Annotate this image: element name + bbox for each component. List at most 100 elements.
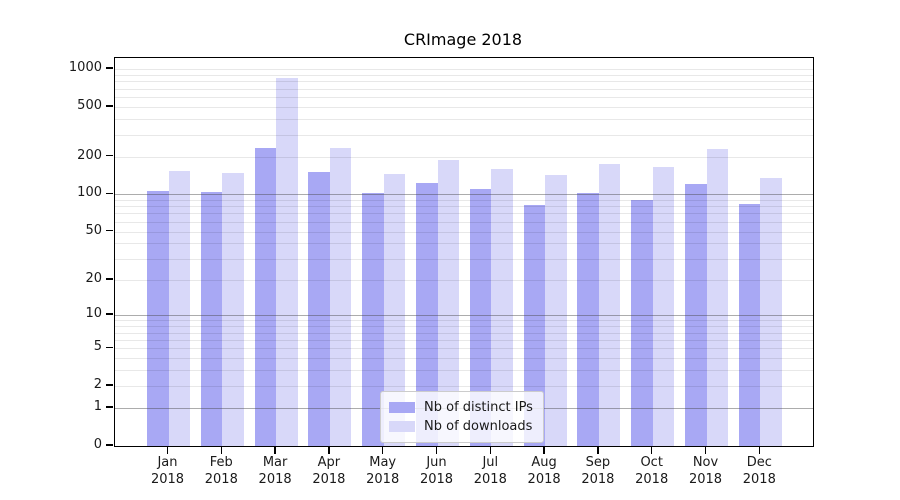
x-tick-month: Dec (746, 455, 772, 470)
x-tick-year: 2018 (581, 472, 615, 487)
x-tick-year: 2018 (258, 472, 292, 487)
y-tick-label: 200 (77, 147, 102, 163)
gridline (115, 332, 813, 334)
x-tick-year: 2018 (150, 472, 185, 487)
bar-ips-dec (738, 203, 761, 446)
bar-ips-mar (254, 147, 277, 446)
y-tick-label: 1000 (68, 60, 102, 76)
y-tick (106, 154, 113, 157)
bar-ips-jun (416, 183, 438, 446)
y-tick-label: 10 (85, 306, 102, 322)
bars-layer (115, 58, 813, 446)
gridline (115, 134, 813, 136)
legend-swatch-distinct-ips (389, 402, 415, 413)
x-tick (543, 446, 545, 454)
x-tick-month: Jun (426, 455, 447, 470)
y-tick (106, 313, 113, 315)
y-tick-label: 500 (77, 97, 102, 113)
gridline (115, 96, 813, 98)
x-tick (704, 446, 707, 454)
x-tick (597, 446, 599, 454)
x-tick-label: Dec 2018 (727, 454, 791, 488)
x-tick-year: 2018 (366, 472, 400, 487)
x-tick-year: 2018 (688, 472, 723, 487)
bar-downloads-nov (706, 149, 728, 446)
legend-label-downloads: Nb of downloads (424, 419, 533, 434)
x-tick-label: Jun 2018 (405, 454, 469, 488)
x-tick (166, 446, 169, 454)
gridline (115, 370, 813, 372)
bar-downloads-aug (545, 175, 567, 446)
plot-area: Nb of distinct IPs Nb of downloads (114, 57, 814, 447)
bar-downloads-dec (760, 178, 782, 446)
bar-downloads-apr (329, 147, 352, 446)
bar-ips-nov (685, 184, 707, 446)
bar-ips-jul (469, 188, 492, 446)
gridline (115, 221, 813, 223)
gridline (115, 279, 813, 281)
x-tick-month: Aug (531, 455, 557, 470)
gridline (115, 156, 813, 158)
x-tick (328, 446, 330, 454)
y-tick-label: 20 (85, 270, 102, 286)
x-tick-label: Feb 2018 (189, 454, 253, 488)
gridline (115, 243, 813, 245)
gridline (115, 194, 813, 196)
gridline (115, 199, 813, 201)
x-tick-label: Jan 2018 (136, 454, 200, 488)
bar-downloads-oct (652, 166, 675, 446)
y-tick-label: 5 (93, 339, 102, 355)
legend-item-distinct-ips: Nb of distinct IPs (389, 398, 533, 417)
gridline (115, 315, 813, 317)
legend-swatch-downloads (389, 421, 415, 432)
y-tick (106, 346, 113, 348)
gridline (115, 213, 813, 215)
gridlines-layer (115, 58, 813, 446)
x-tick-year: 2018 (312, 472, 346, 487)
x-tick (650, 446, 653, 454)
gridline (115, 74, 813, 76)
bar-downloads-jan (168, 170, 190, 446)
gridline (115, 326, 813, 328)
x-tick-label: Nov 2018 (674, 454, 738, 488)
y-tick (106, 444, 113, 446)
x-tick-month: Sep (585, 455, 611, 470)
x-tick-year: 2018 (419, 472, 454, 487)
x-tick (758, 446, 761, 454)
y-tick (106, 384, 113, 386)
bar-downloads-jul (491, 168, 513, 446)
gridline (115, 69, 813, 71)
y-tick (106, 278, 113, 280)
bar-downloads-jun (437, 160, 459, 446)
bar-ips-apr (308, 171, 330, 446)
y-tick-label: 2 (93, 377, 102, 393)
x-tick (381, 446, 384, 454)
x-tick-year: 2018 (204, 472, 238, 487)
x-tick-label: Jul 2018 (458, 454, 522, 488)
x-tick-label: Aug 2018 (512, 454, 576, 488)
y-tick (106, 406, 113, 408)
x-tick-year: 2018 (473, 472, 507, 487)
bar-downloads-sep (598, 163, 621, 446)
x-tick-month: Feb (209, 455, 233, 470)
x-tick-year: 2018 (527, 472, 561, 487)
bar-downloads-feb (222, 173, 244, 446)
bar-ips-sep (577, 193, 599, 446)
y-tick-label: 1 (93, 399, 102, 415)
bar-downloads-may (383, 174, 406, 446)
legend: Nb of distinct IPs Nb of downloads (380, 391, 544, 443)
gridline (115, 231, 813, 233)
gridline (115, 358, 813, 360)
chart-title: CRImage 2018 (403, 30, 523, 49)
gridline (115, 81, 813, 83)
gridline (115, 119, 813, 121)
x-tick-month: Mar (262, 455, 288, 470)
gridline (115, 258, 813, 260)
x-tick-label: May 2018 (351, 454, 415, 488)
x-tick-month: Apr (317, 455, 341, 470)
bar-ips-aug (523, 204, 546, 446)
bar-ips-jan (147, 190, 169, 446)
y-tick (106, 105, 113, 107)
y-tick-label: 50 (85, 222, 102, 238)
gridline (115, 88, 813, 90)
